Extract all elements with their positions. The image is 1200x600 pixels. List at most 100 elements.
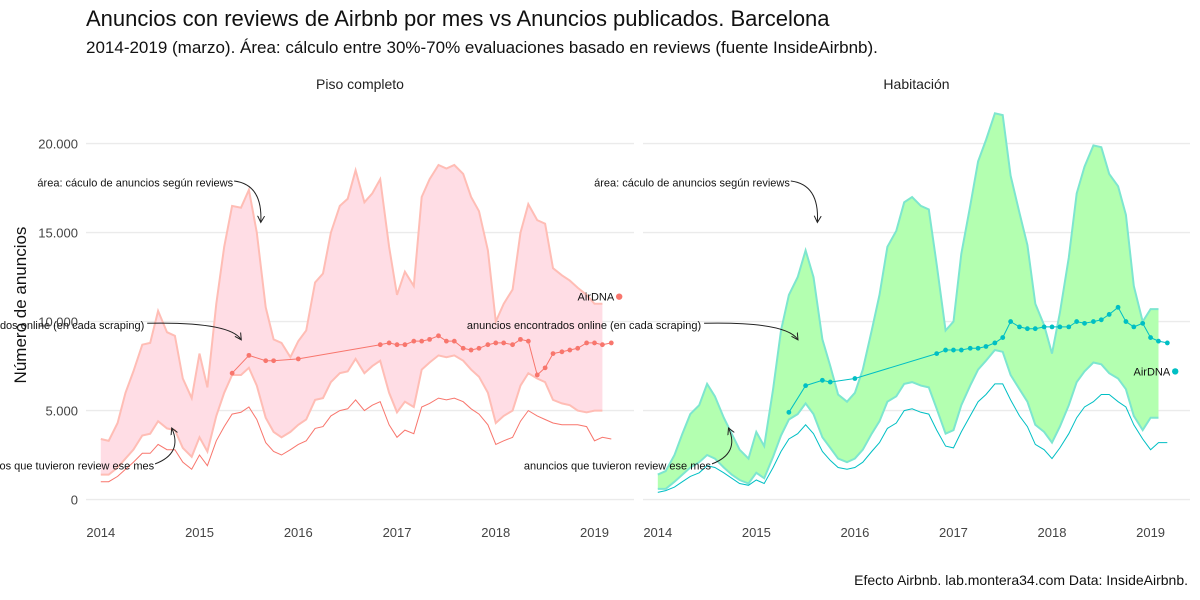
online-point [468,347,474,353]
panel-title-0: Piso completo [316,76,404,92]
online-point [518,336,523,342]
annotation-arrow-area [790,180,818,222]
area-lower-line [100,354,603,476]
chart-title: Anuncios con reviews de Airbnb por mes v… [86,6,830,31]
online-point [584,340,590,346]
x-tick-label: 2015 [742,525,771,540]
annotation-area: área: cáculo de anuncios según reviews [37,178,233,190]
online-point [1057,324,1063,330]
online-point [934,351,940,357]
x-tick-label: 2019 [1136,525,1165,540]
panel-title-1: Habitación [883,76,949,92]
y-tick-label: 5.000 [45,404,78,419]
annotation-online: anuncios encontrados online (en cada scr… [467,320,701,332]
y-tick-label: 10.000 [38,315,78,330]
y-tick-label: 15.000 [38,226,78,241]
online-point [1098,317,1104,323]
online-point [786,409,792,415]
online-point [1032,326,1038,332]
online-point [819,377,825,383]
online-point [460,345,466,351]
chart-caption: Efecto Airbnb. lab.montera34.com Data: I… [854,572,1188,588]
annotation-area: área: cáculo de anuncios según reviews [594,178,790,190]
online-point [1008,319,1014,324]
annotation-arrow-reviews [154,428,175,465]
annotation-arrow-reviews [711,428,732,465]
online-point [951,347,956,353]
x-tick-label: 2016 [284,525,313,540]
online-point [402,342,408,348]
online-point [246,352,252,358]
reviews-line [100,397,612,483]
online-point [1106,312,1112,317]
online-point [567,347,573,353]
airdna-label: AirDNA [578,292,615,304]
online-point [803,383,809,389]
online-point [1049,324,1055,330]
online-point [510,342,515,348]
airdna-point [615,293,623,300]
online-point [493,340,499,346]
online-point [386,340,392,346]
online-point [958,347,964,353]
online-point [992,340,998,346]
online-line [231,335,612,376]
x-tick-label: 2015 [185,525,214,540]
online-point [1017,324,1022,330]
online-point [1115,304,1121,310]
x-tick-label: 2016 [840,525,869,540]
area-lower-line [657,348,1159,490]
online-point [1041,324,1047,330]
panel-piso-completo: Piso completo 0 5.000 10.000 15.000 20.000 201… [0,76,634,540]
airdna-label: AirDNA [1134,366,1171,378]
online-point [377,342,383,348]
online-point [427,336,433,342]
chart-subtitle: 2014-2019 (marzo). Área: cálculo entre 3… [86,38,878,57]
online-point [943,347,948,353]
online-point [1066,324,1072,330]
online-point [394,342,400,348]
online-point [419,338,425,344]
y-axis-label: Número de anuncios [11,227,30,384]
online-point [1156,338,1161,344]
x-tick-label: 2017 [383,525,412,540]
online-point [852,376,858,381]
y-tick-label: 0 [71,493,78,508]
online-point [1140,320,1146,326]
x-tick-label: 2017 [939,525,968,540]
online-point [1131,324,1137,330]
annotation-reviews: anuncios que tuvieron review ese mes [0,461,155,473]
airdna-point [1172,368,1179,375]
online-point [295,356,301,362]
online-point [451,338,457,344]
annotation-arrow-online [147,322,241,339]
online-point [411,338,417,344]
online-point [975,345,981,351]
online-point [1148,335,1153,340]
online-point [229,370,235,376]
x-tick-label: 2014 [86,525,115,540]
area-upper-line [100,163,603,442]
online-point [501,340,507,346]
online-point [550,351,556,357]
online-point [1082,320,1087,326]
online-point [1091,319,1096,324]
online-point [1000,335,1006,340]
online-point [600,342,605,348]
online-point [1074,319,1080,324]
online-point [263,358,269,364]
online-line [788,306,1168,413]
reviews-line [657,383,1168,493]
online-point [436,333,441,339]
annotation-reviews: anuncios que tuvieron review ese mes [524,461,712,473]
online-point [485,342,491,348]
online-point [542,365,548,371]
annotation-online: anuncios encontrados online (en cada scr… [0,320,144,332]
online-point [608,340,614,346]
x-tick-label: 2014 [643,525,672,540]
annotation-arrow-online [704,322,798,339]
x-tick-label: 2018 [1038,525,1067,540]
area-band [657,113,1159,489]
y-tick-label: 20.000 [38,137,78,152]
online-point [983,344,989,349]
